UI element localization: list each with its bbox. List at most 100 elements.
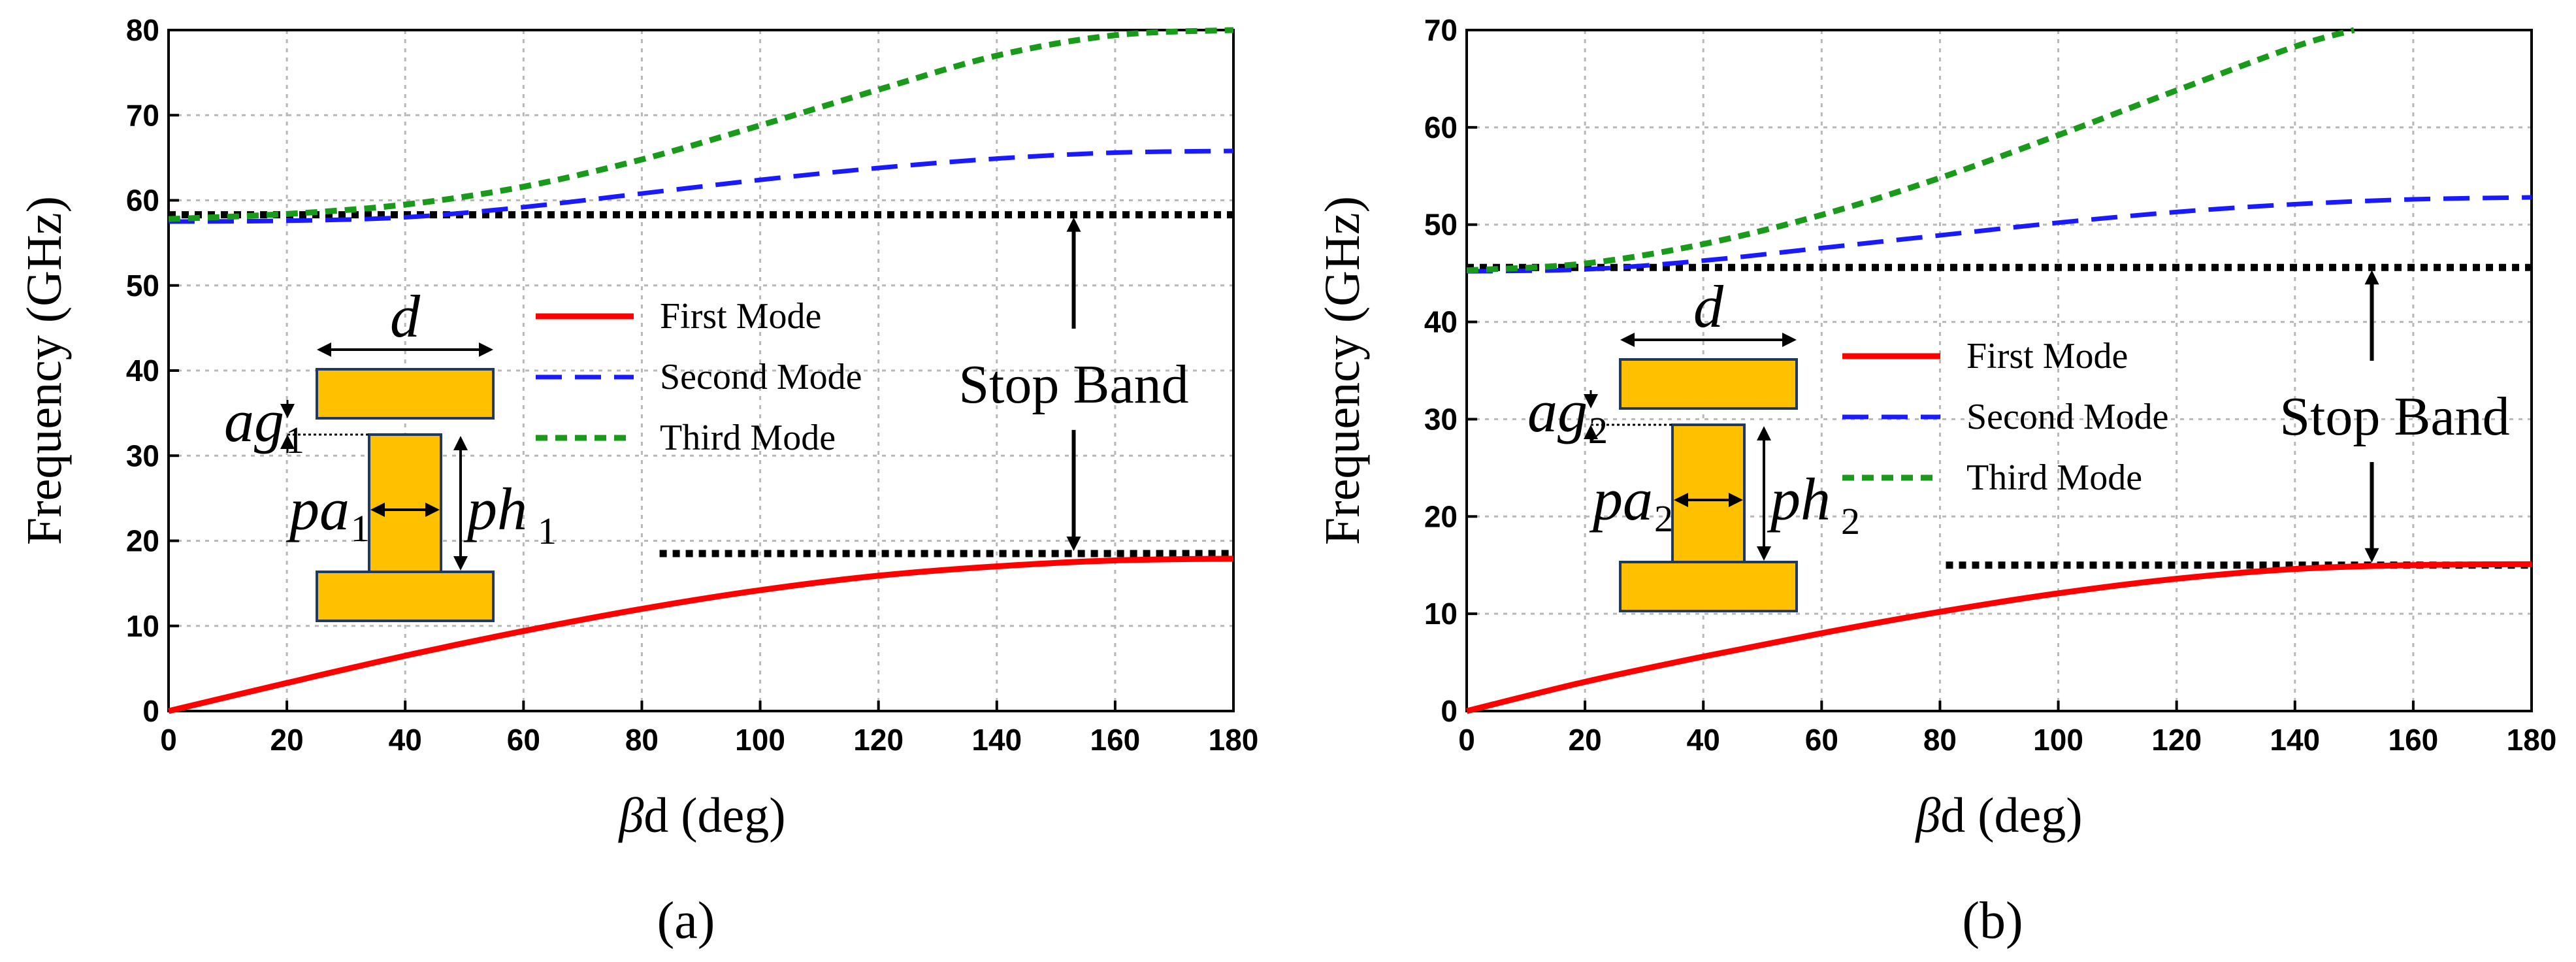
dim-ph-arrow-top xyxy=(453,436,468,450)
y-tick-label: 40 xyxy=(126,354,159,388)
stop-band-label: Stop Band xyxy=(2279,386,2509,447)
series-line-first-mode xyxy=(1465,561,2532,714)
unit-cell-top-plate xyxy=(1619,358,1798,410)
x-tick-label: 60 xyxy=(1805,723,1838,757)
legend-label: Third Mode xyxy=(1966,457,2142,498)
x-tick-label: 160 xyxy=(1090,723,1141,757)
dim-ph-subscript: 1 xyxy=(538,510,557,552)
dim-pa-arrow-right xyxy=(1729,493,1743,507)
dim-pa-label: pa xyxy=(1589,466,1653,533)
y-tick-label: 0 xyxy=(1441,694,1458,728)
series-line-second-mode xyxy=(1466,195,2532,274)
x-tick-label: 100 xyxy=(2033,723,2083,757)
unit-cell-bottom-plate xyxy=(316,571,495,622)
y-tick-label: 60 xyxy=(1424,110,1458,144)
y-tick-label: 10 xyxy=(126,609,159,643)
y-tick-label: 70 xyxy=(1424,13,1458,47)
legend-label: First Mode xyxy=(1966,336,2128,376)
x-tick-label: 120 xyxy=(2151,723,2202,757)
chart-panel-a: 0 20 40 60 80 100 120 140 160 180 0 10 20 30 40 50 60 70 8… xyxy=(17,13,1258,950)
panel-caption: (a) xyxy=(657,892,715,950)
dim-ph-label: ph xyxy=(463,476,527,542)
unit-cell-inset: dag 1pa 1 ph 1 xyxy=(224,283,557,622)
dim-pa-label: pa xyxy=(285,476,350,542)
legend: First Mode Second Mode Third Mode xyxy=(536,296,862,458)
legend: First Mode Second Mode Third Mode xyxy=(1842,336,2169,498)
stop-band-arrow-down-head xyxy=(2364,548,2379,563)
x-tick-label: 60 xyxy=(507,723,540,757)
dim-pa-arrow-right xyxy=(425,503,440,517)
chart-panel-b: 0 20 40 60 80 100 120 140 160 180 0 10 20 30 40 50 60 70 F… xyxy=(1315,13,2556,950)
unit-cell-bottom-plate xyxy=(1619,561,1798,612)
x-tick-label: 140 xyxy=(971,723,1022,757)
x-tick-label: 140 xyxy=(2270,723,2320,757)
stop-band-arrow-up-head xyxy=(1066,217,1081,232)
x-tick-label: 80 xyxy=(1923,723,1957,757)
x-axis-label-symbol: β xyxy=(1914,788,1940,843)
unit-cell-pillar xyxy=(368,433,442,573)
dim-ag-label: ag xyxy=(1527,378,1588,444)
y-tick-label: 70 xyxy=(126,98,159,132)
x-tick-label: 120 xyxy=(853,723,904,757)
dim-ph-subscript: 2 xyxy=(1841,500,1860,542)
y-tick-label: 10 xyxy=(1424,597,1458,631)
x-tick-label: 0 xyxy=(160,723,177,757)
dim-ag-arrow-top xyxy=(280,404,295,418)
x-tick-label: 20 xyxy=(1569,723,1602,757)
y-tick-label: 20 xyxy=(1424,499,1458,533)
x-tick-label: 180 xyxy=(1209,723,1259,757)
dim-pa-arrow-left xyxy=(1674,493,1688,507)
x-tick-label: 20 xyxy=(270,723,304,757)
dim-ph-arrow-top xyxy=(1757,426,1771,440)
y-tick-label: 30 xyxy=(1424,402,1458,436)
dim-d-label: d xyxy=(1693,273,1724,340)
x-tick-label: 0 xyxy=(1458,723,1475,757)
x-tick-label: 100 xyxy=(735,723,785,757)
x-axis-label: βd (deg) xyxy=(617,788,785,843)
dim-ag-subscript: 1 xyxy=(285,419,304,461)
x-axis-label-text: d (deg) xyxy=(644,788,785,843)
y-tick-label: 60 xyxy=(126,184,159,218)
y-tick-label: 50 xyxy=(126,269,159,303)
x-tick-label: 160 xyxy=(2389,723,2439,757)
y-tick-label: 30 xyxy=(126,439,159,473)
x-axis-label-symbol: β xyxy=(617,788,644,843)
y-tick-label: 80 xyxy=(126,13,159,47)
y-tick-label: 40 xyxy=(1424,305,1458,339)
x-tick-label: 40 xyxy=(1687,723,1720,757)
x-axis-label: βd (deg) xyxy=(1914,788,2082,843)
unit-cell-inset: dag 2pa 2 ph 2 xyxy=(1527,273,1860,612)
legend-label: First Mode xyxy=(660,296,821,337)
dim-ag-arrow-bottom xyxy=(1584,425,1598,439)
plot-frame xyxy=(1465,29,2533,712)
series-line-first-mode xyxy=(167,556,1234,714)
unit-cell-pillar xyxy=(1671,423,1746,563)
dim-pa-subscript: 1 xyxy=(351,507,370,550)
y-axis-label: Frequency (GHz) xyxy=(17,196,72,545)
stop-band-arrow-up-head xyxy=(2364,270,2379,285)
series-line-third-mode xyxy=(1466,27,2355,274)
dim-ag-label: ag xyxy=(224,388,284,454)
unit-cell-top-plate xyxy=(316,368,495,420)
x-tick-label: 180 xyxy=(2507,723,2557,757)
dim-ph-arrow-bottom xyxy=(453,556,468,571)
dim-d-arrow-left xyxy=(1620,333,1635,347)
dim-ag-arrow-bottom xyxy=(280,435,295,449)
dim-d-arrow-right xyxy=(1782,333,1797,347)
series-line-second-mode xyxy=(168,148,1234,224)
dim-d-label: d xyxy=(390,283,421,350)
dim-d-arrow-right xyxy=(479,342,493,357)
stop-band-arrow-down-head xyxy=(1066,537,1081,552)
dim-pa-arrow-left xyxy=(370,503,385,517)
dim-pa-subscript: 2 xyxy=(1654,497,1673,540)
legend-label: Third Mode xyxy=(660,418,836,458)
y-tick-label: 50 xyxy=(1424,208,1458,242)
y-axis-label: Frequency (GHz) xyxy=(1315,196,1370,545)
dim-ag-subscript: 2 xyxy=(1589,409,1608,452)
y-tick-label: 20 xyxy=(126,524,159,558)
dim-ag-arrow-top xyxy=(1584,394,1598,408)
y-tick-label: 0 xyxy=(142,694,159,728)
legend-label: Second Mode xyxy=(1966,397,2169,437)
x-tick-label: 40 xyxy=(389,723,422,757)
